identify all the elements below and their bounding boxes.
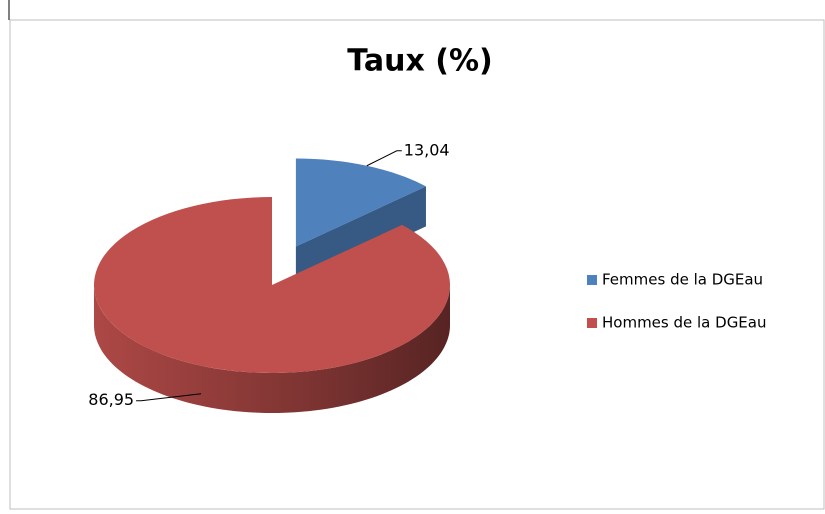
slice-side-shade: [94, 285, 450, 413]
legend-swatch: [587, 275, 597, 285]
leader-line: [136, 393, 202, 402]
leader-line: [366, 150, 402, 167]
chart-title: Taux (%): [347, 44, 492, 79]
legend-swatch: [587, 318, 597, 328]
legend: Femmes de la DGEau Hommes de la DGEau: [587, 271, 767, 332]
slice: [93, 197, 450, 373]
legend-label: Femmes de la DGEau: [602, 271, 763, 289]
pie: 13,04 86,95: [88, 140, 450, 413]
data-label: 86,95: [88, 390, 134, 409]
slice: [295, 158, 426, 247]
data-label: 13,04: [404, 140, 450, 159]
legend-label: Hommes de la DGEau: [602, 314, 767, 332]
